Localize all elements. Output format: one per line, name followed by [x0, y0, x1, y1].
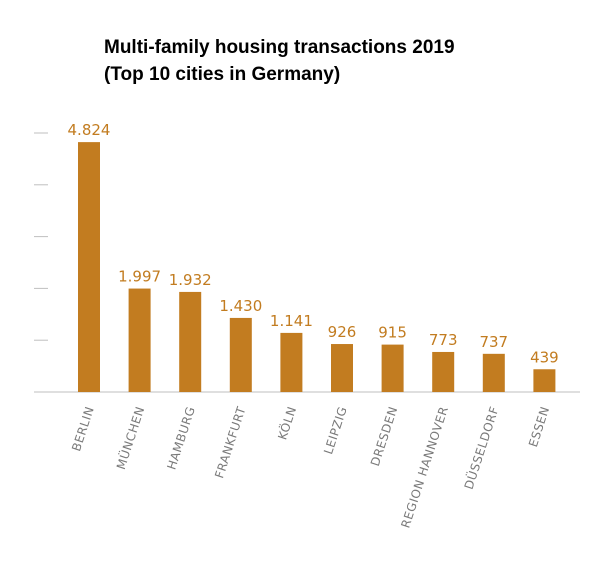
- category-label: DRESDEN: [368, 405, 400, 468]
- category-label: FRANKFURT: [212, 404, 248, 480]
- bar-frankfurt: [229, 317, 252, 392]
- bar-düsseldorf: [482, 353, 505, 392]
- category-label: BERLIN: [69, 405, 97, 453]
- category-label: LEIPZIG: [321, 405, 350, 457]
- value-label: 439: [530, 348, 559, 366]
- value-label: 1.932: [169, 271, 212, 289]
- bar-hamburg: [179, 291, 202, 392]
- chart-bars: [78, 142, 556, 392]
- chart-category-labels: BERLIN MÜNCHEN HAMBURG FRANKFURT KÖLN LEIPZIG…: [69, 404, 552, 530]
- value-label: 737: [479, 333, 508, 351]
- bar-berlin: [78, 142, 100, 392]
- value-label: 1.430: [219, 297, 262, 315]
- chart-title-line-2: (Top 10 cities in Germany): [104, 64, 340, 85]
- bar-köln: [280, 332, 303, 392]
- value-label: 4.824: [68, 121, 111, 139]
- bar-münchen: [128, 288, 151, 392]
- value-label: 915: [378, 324, 407, 342]
- bar-essen: [533, 369, 556, 392]
- category-label: ESSEN: [526, 405, 552, 449]
- value-label: 773: [429, 331, 458, 349]
- value-label: 926: [328, 323, 357, 341]
- chart-value-labels: 4.824 1.997 1.932 1.430 1.141 926 915 773 737 439: [68, 121, 559, 366]
- bar-leipzig: [331, 344, 353, 392]
- category-label: KÖLN: [273, 404, 299, 442]
- bar-region-hannover: [432, 351, 455, 392]
- value-label: 1.141: [270, 312, 313, 330]
- chart-title: Multi-family housing transactions 2019 (…: [104, 37, 455, 85]
- bar-dresden: [381, 344, 404, 392]
- value-label: 1.997: [118, 268, 161, 286]
- category-label: HAMBURG: [164, 405, 198, 472]
- category-label: REGION HANNOVER: [398, 405, 451, 530]
- category-label: MÜNCHEN: [112, 404, 147, 471]
- category-label: DÜSSELDORF: [460, 404, 502, 491]
- chart-axes: [34, 132, 580, 393]
- chart-title-line-1: Multi-family housing transactions 2019: [104, 37, 455, 58]
